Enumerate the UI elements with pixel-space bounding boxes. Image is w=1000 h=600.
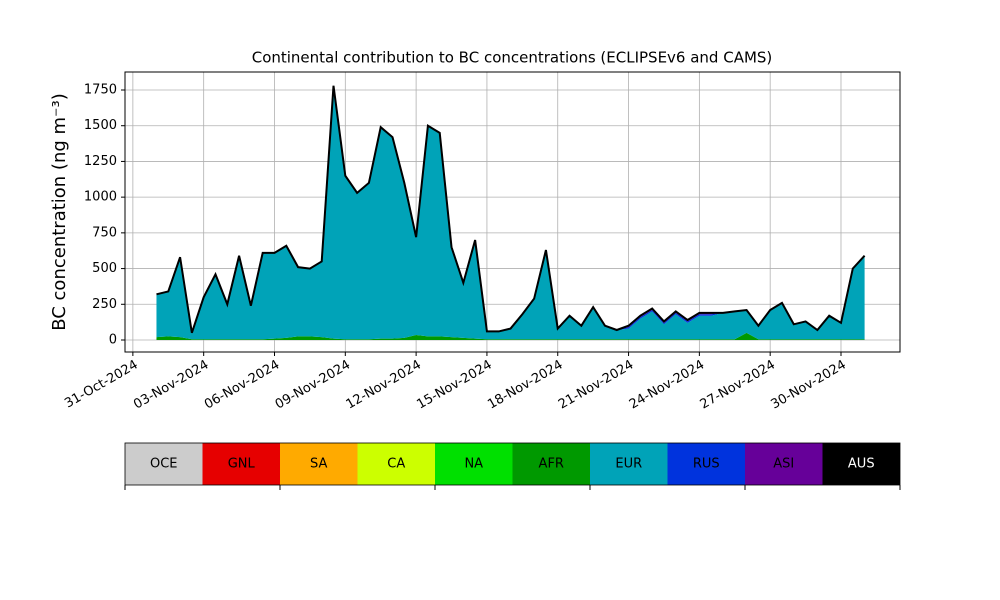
legend-swatch [125, 443, 203, 485]
legend-swatch [202, 443, 280, 485]
x-tick-label: 30-Nov-2024 [768, 358, 848, 413]
legend-label: CA [387, 457, 405, 472]
y-tick-label: 1500 [84, 118, 117, 133]
legend-swatch [512, 443, 590, 485]
y-tick-label: 750 [92, 225, 117, 240]
y-tick-label: 1750 [84, 83, 117, 98]
legend-swatch [667, 443, 745, 485]
legend-label: AFR [539, 457, 564, 472]
area [156, 85, 865, 340]
x-tick-label: 09-Nov-2024 [273, 358, 353, 413]
plot-frame [124, 71, 901, 353]
legend-label: GNL [228, 457, 256, 472]
legend-label: OCE [150, 457, 178, 472]
legend-label: SA [310, 457, 327, 472]
legend-label: NA [464, 457, 483, 472]
x-tick-label: 21-Nov-2024 [556, 358, 636, 413]
legend-swatch [435, 443, 513, 485]
x-tick-label: 24-Nov-2024 [627, 358, 707, 413]
legend-swatch [280, 443, 358, 485]
legend-swatch [590, 443, 668, 485]
legend-label: RUS [693, 457, 720, 472]
x-tick-label: 27-Nov-2024 [698, 358, 778, 413]
y-tick-label: 500 [92, 261, 117, 276]
y-tick-label: 1250 [84, 154, 117, 169]
x-tick-label: 03-Nov-2024 [131, 358, 211, 413]
legend-label: AUS [848, 457, 875, 472]
y-tick-label: 250 [92, 297, 117, 312]
y-axis-label: BC concentration (ng m⁻³) [49, 93, 70, 331]
x-tick-label: 18-Nov-2024 [485, 358, 565, 413]
legend-swatch [745, 443, 823, 485]
legend-swatch [357, 443, 435, 485]
legend-swatch [822, 443, 900, 485]
x-tick-label: 06-Nov-2024 [202, 358, 282, 413]
legend-frame [124, 442, 901, 486]
x-tick-label: 31-Oct-2024 [62, 358, 140, 412]
y-tick-label: 1000 [84, 190, 117, 205]
legend-label: ASI [773, 457, 794, 472]
chart-title: Continental contribution to BC concentra… [252, 49, 773, 67]
legend-label: EUR [615, 457, 642, 472]
y-tick-label: 0 [109, 333, 117, 348]
x-tick-label: 12-Nov-2024 [344, 358, 424, 413]
x-tick-label: 15-Nov-2024 [414, 358, 494, 413]
